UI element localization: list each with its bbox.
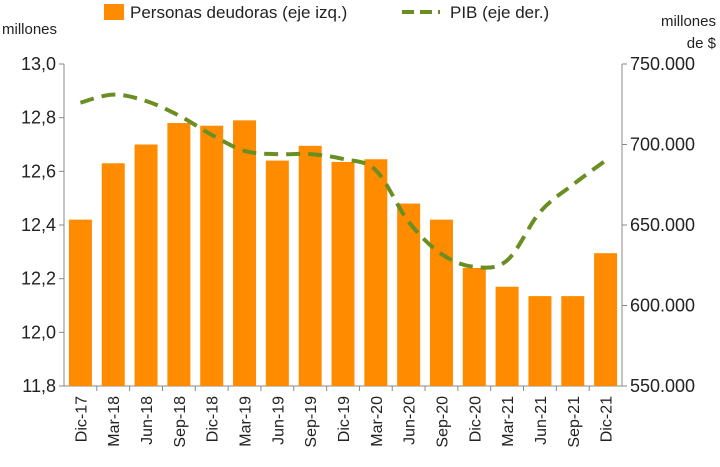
left-tick-label: 12,0 — [21, 322, 56, 342]
bar — [397, 203, 421, 386]
plot-area: 11,8 12,0 12,2 12,4 12,6 12,8 13,0 550.000 600.0… — [21, 54, 695, 448]
category-label: Sep-19 — [303, 396, 320, 448]
left-tick-label: 12,4 — [21, 215, 56, 235]
left-tick-label: 11,8 — [22, 376, 56, 396]
right-tick-label: 650.000 — [630, 215, 695, 235]
bar — [528, 296, 552, 386]
left-tick-label: 12,6 — [21, 161, 56, 181]
bar — [561, 296, 585, 386]
category-label: Jun-19 — [270, 396, 287, 445]
bar — [298, 145, 322, 386]
bar — [429, 219, 453, 386]
category-label: Sep-21 — [566, 396, 583, 448]
bar — [331, 161, 355, 386]
legend-line-label: PIB (eje der.) — [450, 3, 549, 22]
category-label: Dic-18 — [205, 396, 222, 442]
bar — [101, 163, 125, 386]
left-axis-label: millones — [2, 21, 57, 38]
category-label: Dic-19 — [336, 396, 353, 442]
right-tick-label: 600.000 — [630, 296, 695, 316]
bar — [462, 267, 486, 386]
right-tick-label: 700.000 — [630, 135, 695, 155]
legend: Personas deudoras (eje izq.) PIB (eje de… — [104, 3, 549, 22]
category-label: Sep-18 — [172, 396, 189, 448]
bar — [167, 123, 191, 387]
legend-bar-label: Personas deudoras (eje izq.) — [130, 3, 347, 22]
left-tick-label: 12,2 — [21, 269, 56, 289]
right-axis-label-line2: de $ — [687, 35, 717, 52]
bar — [594, 253, 618, 386]
category-label: Mar-20 — [369, 396, 386, 447]
bar — [265, 160, 289, 386]
bar — [68, 219, 92, 386]
legend-bar-swatch — [104, 4, 124, 20]
category-label: Jun-21 — [533, 396, 550, 445]
category-label: Sep-20 — [434, 396, 451, 448]
category-label: Dic-21 — [599, 396, 616, 442]
category-label: Dic-17 — [73, 396, 90, 442]
left-tick-label: 13,0 — [21, 54, 56, 74]
right-axis-label-line1: millones — [661, 13, 716, 30]
bar — [233, 120, 257, 386]
bar — [364, 159, 388, 386]
category-label: Jun-20 — [402, 396, 419, 445]
category-label: Jun-18 — [139, 396, 156, 445]
right-tick-label: 550.000 — [630, 376, 695, 396]
category-label: Mar-19 — [238, 396, 255, 447]
pib-line — [79, 92, 607, 270]
left-tick-label: 12,8 — [21, 108, 56, 128]
category-label: Mar-18 — [106, 396, 123, 447]
bar — [134, 144, 158, 386]
category-label: Mar-21 — [500, 396, 517, 447]
category-label: Dic-20 — [467, 396, 484, 442]
bar — [200, 125, 224, 386]
bar — [495, 286, 519, 386]
right-tick-label: 750.000 — [630, 54, 695, 74]
